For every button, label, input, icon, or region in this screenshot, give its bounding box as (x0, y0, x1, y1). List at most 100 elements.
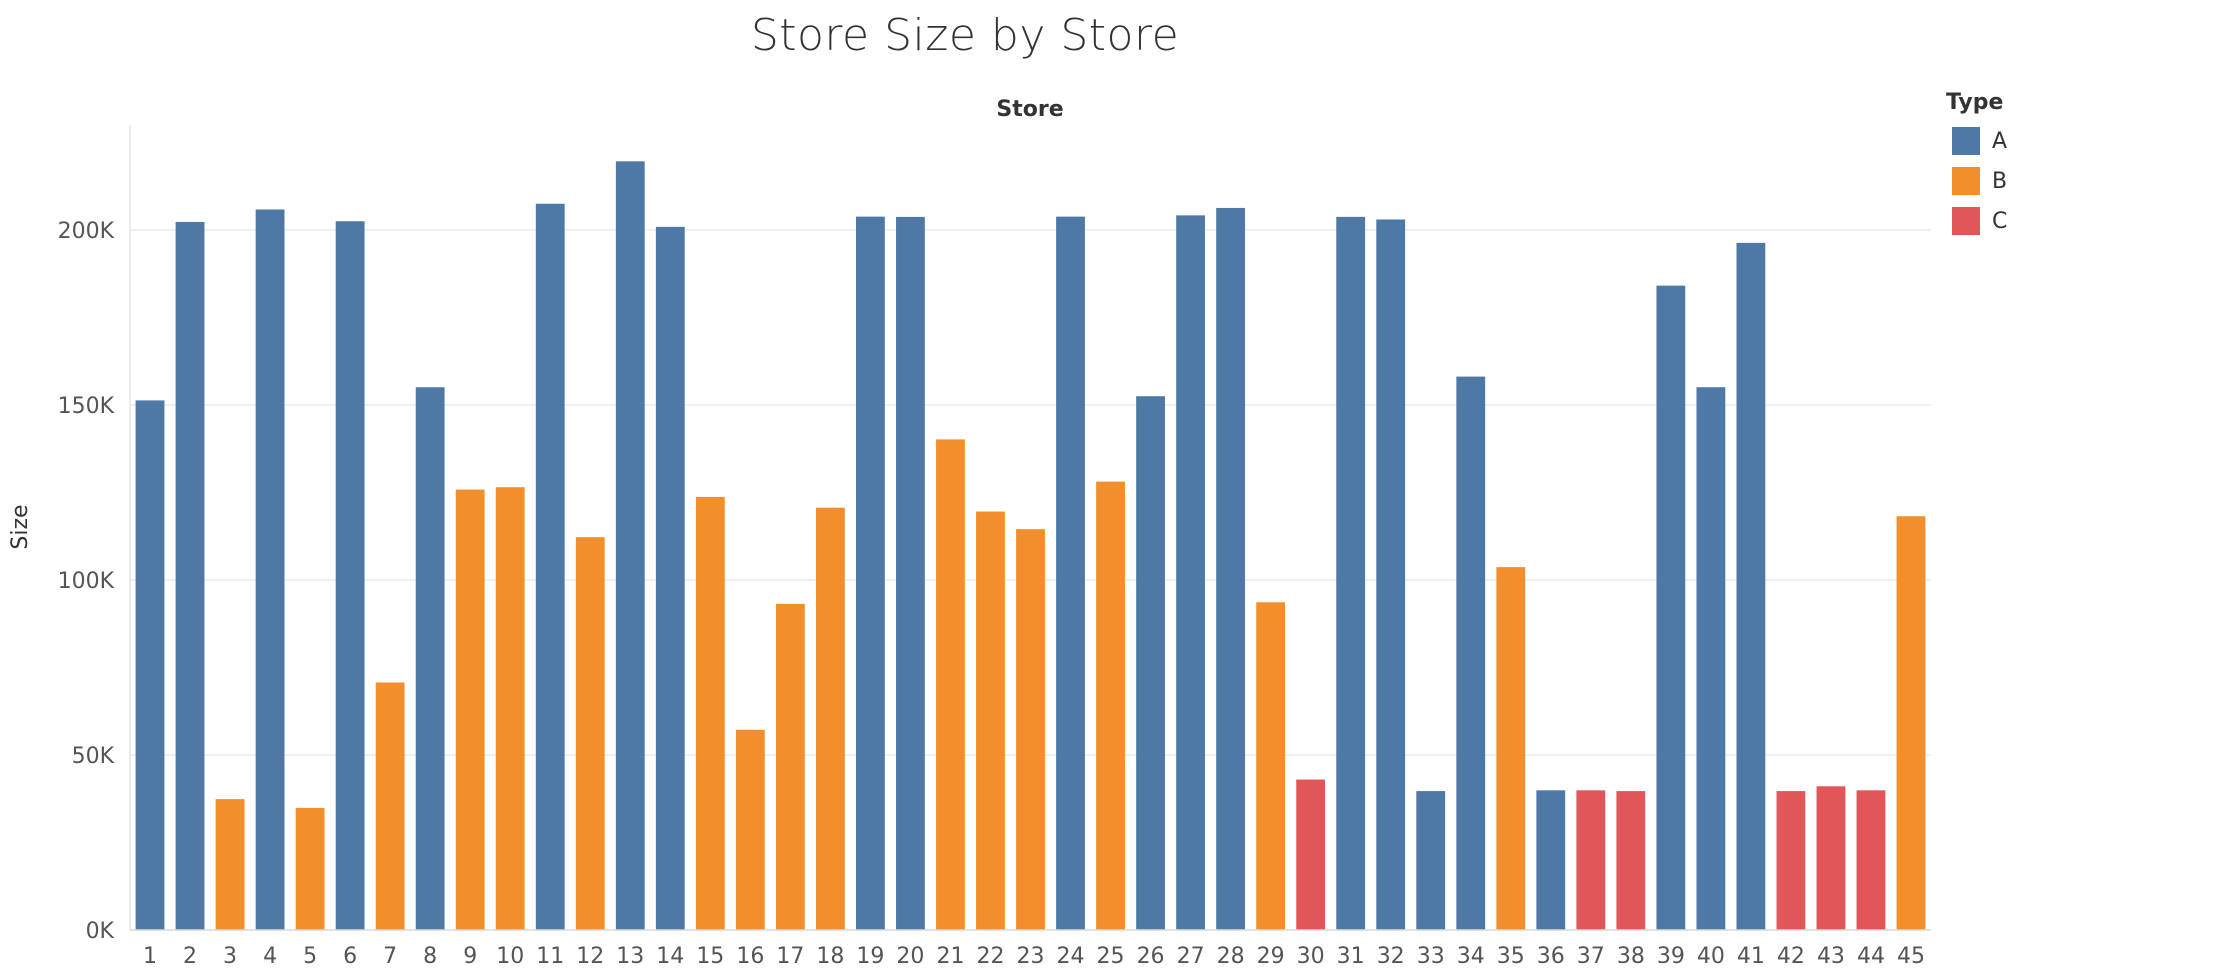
bar-store-24 (1056, 216, 1085, 931)
bar-store-21 (936, 439, 965, 930)
legend-item-a[interactable]: A (1946, 121, 2007, 161)
bar-store-26 (1136, 396, 1165, 931)
x-tick-label: 7 (383, 944, 397, 969)
legend-item-c[interactable]: C (1946, 201, 2007, 241)
bar-store-36 (1536, 790, 1566, 930)
bar-store-32 (1376, 219, 1406, 931)
x-tick-label: 23 (1017, 944, 1045, 969)
bar-store-5 (295, 807, 325, 930)
x-tick-label: 40 (1697, 944, 1725, 969)
bar-store-33 (1416, 791, 1446, 930)
y-tick-label: 50K (72, 744, 115, 769)
bar-store-15 (695, 496, 725, 930)
bar-store-6 (335, 221, 365, 931)
x-tick-label: 4 (263, 944, 277, 969)
bar-store-9 (455, 489, 485, 930)
bar-store-44 (1856, 790, 1886, 930)
x-tick-label: 5 (303, 944, 317, 969)
legend-label: A (1992, 128, 2008, 154)
bar-store-34 (1456, 376, 1486, 930)
x-tick-label: 9 (463, 944, 477, 969)
bar-store-22 (976, 511, 1005, 930)
bar-store-39 (1656, 285, 1686, 930)
x-tick-label: 33 (1417, 944, 1445, 969)
bar-store-4 (255, 209, 285, 931)
bar-store-35 (1496, 567, 1526, 930)
chart-title: Store Size by Store (750, 10, 1180, 61)
x-tick-label: 16 (736, 944, 764, 969)
bar-store-1 (135, 400, 165, 931)
bar-store-45 (1896, 516, 1926, 930)
bar-store-43 (1816, 786, 1846, 930)
bar-store-14 (655, 226, 685, 930)
legend-item-b[interactable]: B (1946, 161, 2007, 201)
bar-store-3 (215, 799, 245, 930)
legend-label: C (1992, 208, 2008, 234)
bar-store-10 (495, 487, 525, 930)
x-tick-label: 22 (976, 944, 1004, 969)
x-tick-label: 26 (1137, 944, 1165, 969)
bar-store-16 (735, 729, 765, 930)
bar-store-41 (1736, 242, 1766, 931)
x-tick-label: 2 (183, 944, 197, 969)
x-tick-label: 21 (936, 944, 964, 969)
y-tick-label: 100K (58, 569, 115, 594)
x-tick-label: 36 (1537, 944, 1565, 969)
bar-store-13 (615, 161, 645, 930)
y-tick-label: 150K (58, 394, 115, 419)
x-tick-label: 13 (616, 944, 644, 969)
x-tick-label: 41 (1737, 944, 1765, 969)
x-tick-label: 1 (143, 944, 157, 969)
y-tick-label: 200K (58, 219, 115, 244)
bar-store-11 (535, 203, 565, 931)
x-tick-label: 10 (496, 944, 524, 969)
x-tick-label: 28 (1217, 944, 1245, 969)
x-tick-label: 19 (856, 944, 884, 969)
legend-label: B (1992, 168, 2008, 194)
legend-swatch (1952, 207, 1980, 235)
x-tick-label: 42 (1777, 944, 1805, 969)
x-tick-label: 3 (223, 944, 237, 969)
bar-store-29 (1256, 602, 1286, 930)
bar-store-42 (1776, 791, 1806, 930)
x-tick-label: 8 (423, 944, 437, 969)
x-tick-label: 24 (1057, 944, 1085, 969)
x-tick-label: 14 (656, 944, 684, 969)
legend-swatch (1952, 127, 1980, 155)
bar-store-8 (415, 387, 445, 930)
x-tick-label: 6 (343, 944, 357, 969)
bar-store-2 (175, 221, 205, 930)
bar-store-17 (775, 603, 805, 930)
bar-store-18 (815, 507, 845, 930)
bar-store-25 (1096, 481, 1125, 930)
x-tick-label: 35 (1497, 944, 1525, 969)
y-axis-title: Size (8, 504, 33, 549)
x-tick-label: 45 (1897, 944, 1925, 969)
bar-store-23 (1016, 529, 1045, 930)
x-tick-label: 30 (1297, 944, 1325, 969)
bars (135, 161, 1926, 931)
bar-store-38 (1616, 791, 1646, 930)
bar-store-30 (1296, 779, 1326, 930)
x-tick-label: 27 (1177, 944, 1205, 969)
bar-store-37 (1576, 790, 1606, 930)
x-tick-label: 31 (1337, 944, 1365, 969)
legend-swatch (1952, 167, 1980, 195)
bar-store-20 (896, 216, 925, 930)
x-tick-label: 29 (1257, 944, 1285, 969)
x-tick-label: 20 (896, 944, 924, 969)
bar-store-27 (1176, 215, 1205, 930)
x-tick-label: 37 (1577, 944, 1605, 969)
x-tick-label: 25 (1097, 944, 1125, 969)
x-tick-label: 39 (1657, 944, 1685, 969)
x-tick-label: 38 (1617, 944, 1645, 969)
x-tick-label: 18 (816, 944, 844, 969)
x-tick-label: 32 (1377, 944, 1405, 969)
x-tick-label: 17 (776, 944, 804, 969)
y-tick-label: 0K (86, 919, 115, 944)
bar-store-19 (856, 216, 885, 931)
legend-title: Type (1946, 90, 2004, 115)
